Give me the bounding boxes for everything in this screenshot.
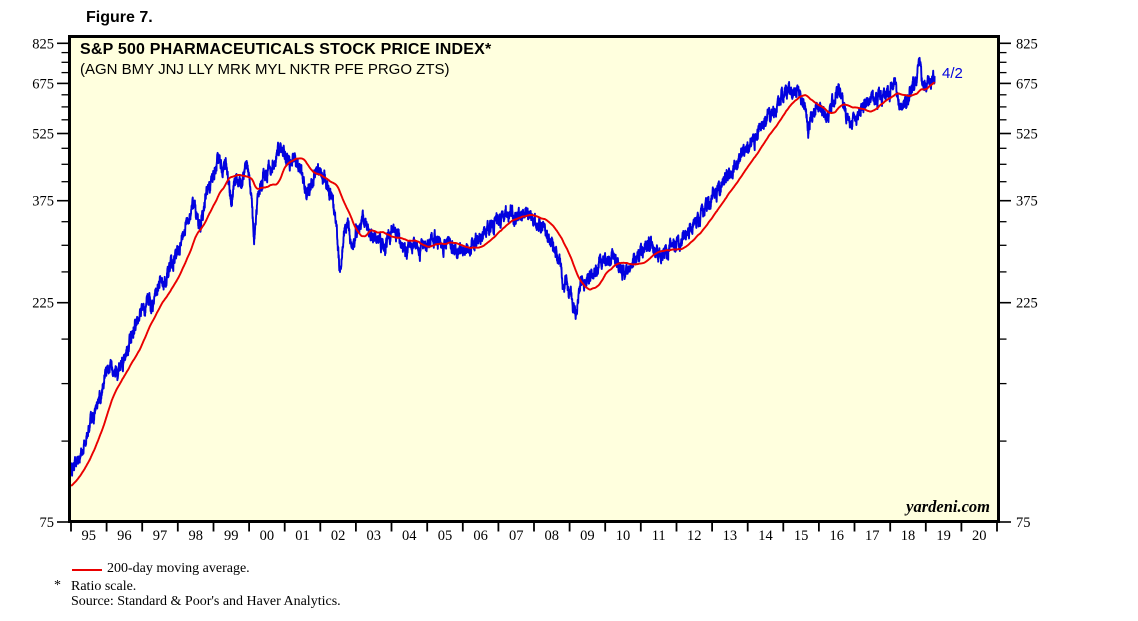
x-tick-label: 08 [545, 528, 560, 544]
x-axis-ticks [70, 523, 998, 532]
x-tick-label: 20 [972, 528, 987, 544]
y-tick-label: 225 [1016, 296, 1038, 312]
x-tick-label: 99 [224, 528, 239, 544]
y-tick-label: 75 [1016, 515, 1031, 531]
y-tick-label: 525 [1016, 127, 1038, 143]
x-tick-label: 97 [153, 528, 168, 544]
x-tick-label: 00 [260, 528, 275, 544]
plot-area [68, 35, 1000, 523]
y-tick-label: 675 [32, 76, 54, 92]
x-tick-label: 16 [829, 528, 844, 544]
x-tick-label: 17 [865, 528, 880, 544]
x-tick-label: 09 [580, 528, 595, 544]
ratio-scale-note: Ratio scale. [71, 579, 137, 594]
x-tick-label: 15 [794, 528, 809, 544]
x-tick-label: 02 [331, 528, 346, 544]
x-tick-label: 10 [616, 528, 631, 544]
x-tick-label: 07 [509, 528, 524, 544]
y-axis-labels: 825 825 675 675 525 525 375 375 225 225 75 75 [32, 36, 1038, 531]
x-tick-label: 06 [473, 528, 488, 544]
chart-title: S&P 500 PHARMACEUTICALS STOCK PRICE INDE… [80, 41, 492, 58]
figure-label: Figure 7. [86, 9, 153, 26]
x-tick-label: 19 [936, 528, 951, 544]
x-tick-label: 14 [758, 528, 773, 544]
y-axis-ticks [57, 42, 1011, 523]
y-tick-label: 375 [1016, 194, 1038, 210]
chart-subtitle: (AGN BMY JNJ LLY MRK MYL NKTR PFE PRGO Z… [80, 61, 450, 78]
footnote-asterisk: * [54, 578, 61, 593]
y-tick-label: 375 [32, 194, 54, 210]
x-tick-label: 03 [366, 528, 381, 544]
ma-legend-swatch [72, 569, 102, 571]
source-note: Source: Standard & Poor's and Haver Anal… [71, 594, 341, 609]
x-tick-label: 05 [438, 528, 453, 544]
moving-average-line [71, 81, 936, 487]
y-tick-label: 825 [1016, 36, 1038, 52]
y-tick-label: 525 [32, 127, 54, 143]
y-tick-label: 675 [1016, 76, 1038, 92]
x-tick-label: 13 [723, 528, 738, 544]
yardeni-brand-text: yardeni.com [906, 497, 990, 516]
x-tick-label: 04 [402, 528, 417, 544]
y-tick-label: 75 [40, 515, 55, 531]
y-tick-label: 825 [32, 36, 54, 52]
x-tick-label: 98 [188, 528, 203, 544]
x-tick-label: 18 [901, 528, 916, 544]
x-tick-label: 01 [295, 528, 310, 544]
x-tick-label: 11 [652, 528, 666, 544]
y-tick-label: 225 [32, 296, 54, 312]
x-tick-label: 95 [82, 528, 97, 544]
x-axis-labels: 95 96 97 98 99 00 01 02 03 04 05 06 07 08 09 10 11 12 13 14… [82, 528, 987, 544]
x-tick-label: 12 [687, 528, 702, 544]
x-tick-label: 96 [117, 528, 132, 544]
ma-legend-label: 200-day moving average. [107, 561, 250, 576]
price-line [71, 56, 936, 477]
last-date-annotation: 4/2 [942, 65, 963, 82]
